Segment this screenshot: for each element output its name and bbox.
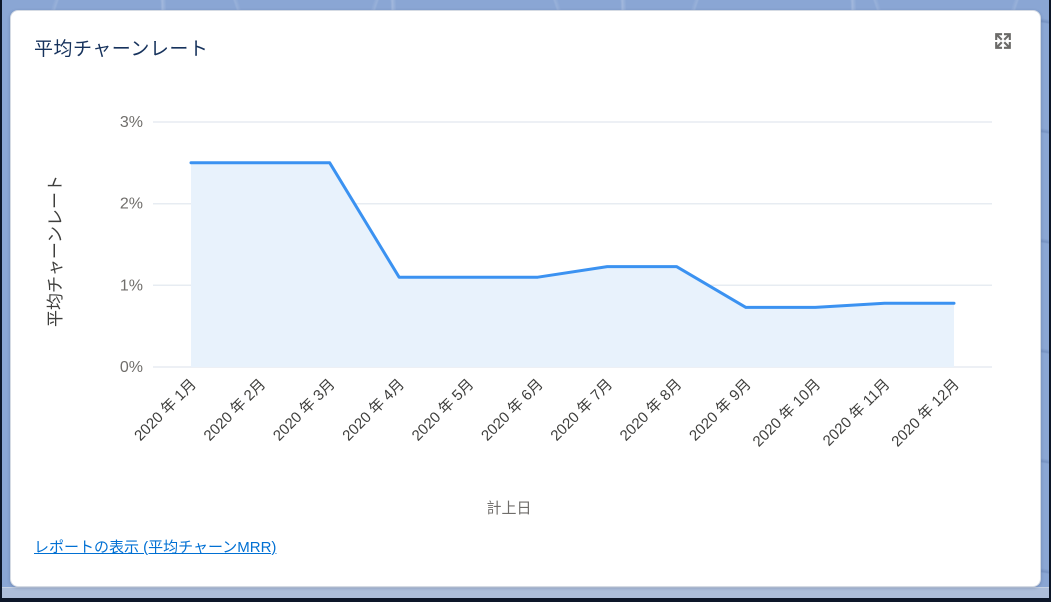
widget-title: 平均チャーンレート xyxy=(34,39,209,60)
y-axis-title: 平均チャーンレート xyxy=(46,175,65,327)
widget-card: 平均チャーンレート 0% 1% 2% 3% 2020 年 1月 2020 年 2月 2020… xyxy=(10,10,1041,587)
x-tick-label: 2020 年 11月 xyxy=(820,376,894,450)
y-tick-label: 2% xyxy=(120,196,143,213)
x-tick-label: 2020 年 10月 xyxy=(750,376,825,451)
expand-button[interactable] xyxy=(993,30,1015,52)
x-tick-label: 2020 年 8月 xyxy=(617,376,686,445)
y-tick-label: 1% xyxy=(120,277,143,294)
y-tick-label: 3% xyxy=(120,114,143,131)
area-fill[interactable] xyxy=(191,162,954,367)
expand-arrows-icon xyxy=(993,31,1015,51)
churn-rate-chart: 0%1%2%3%2020 年 1月 2020 年 2月 2020 年 3月 2020 … xyxy=(46,114,992,517)
x-tick-label: 2020 年 12月 xyxy=(888,376,963,451)
x-tick-label: 2020 年 3月 xyxy=(270,376,339,445)
y-tick-label: 0% xyxy=(120,359,143,376)
x-axis-title: 計上日 xyxy=(486,500,531,517)
x-tick-label: 2020 年 6月 xyxy=(478,376,547,445)
x-tick-label: 2020 年 9月 xyxy=(686,376,755,445)
x-tick-label: 2020 年 7月 xyxy=(547,376,616,445)
report-link[interactable]: レポートの表示 (平均チャーンMRR) xyxy=(34,539,277,556)
x-tick-label: 2020 年 1月 xyxy=(131,376,200,445)
dashboard-bottom-band xyxy=(2,587,1049,598)
trend-line[interactable] xyxy=(189,161,956,309)
x-tick-label: 2020 年 5月 xyxy=(409,376,478,445)
x-tick-label: 2020 年 4月 xyxy=(339,376,408,445)
x-tick-label: 2020 年 2月 xyxy=(201,376,270,445)
